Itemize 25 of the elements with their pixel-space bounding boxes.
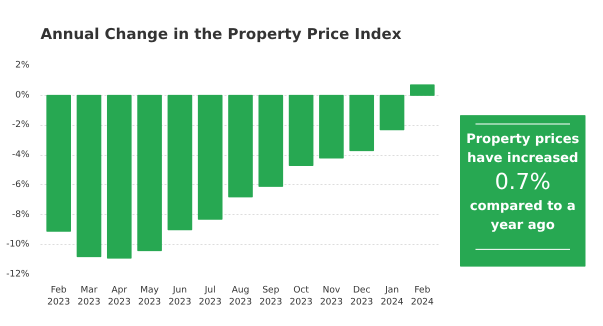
x-tick-label: May 2023 <box>138 286 162 308</box>
y-tick-label: -10% <box>6 240 30 250</box>
x-tick-label: Jan 2024 <box>380 286 404 308</box>
x-tick-label: Mar 2023 <box>78 286 100 308</box>
x-tick-label: Nov 2023 <box>320 286 343 308</box>
y-tick-label: 2% <box>15 60 30 70</box>
y-tick-label: -4% <box>12 150 30 160</box>
x-tick-label: Oct 2023 <box>290 286 313 308</box>
x-tick-label: Dec 2023 <box>350 286 374 308</box>
chart-title: Annual Change in the Property Price Index <box>40 25 402 43</box>
x-tick-label: Feb 2023 <box>47 286 70 308</box>
y-tick-label: -12% <box>6 270 30 280</box>
x-tick-label: Jun 2023 <box>168 286 192 308</box>
text: 0.7% <box>494 170 551 196</box>
text: compared to a year ago <box>470 199 576 233</box>
y-tick-label: -6% <box>12 180 30 190</box>
x-tick-label: Jul 2023 <box>198 286 222 308</box>
y-tick-label: -8% <box>12 210 30 220</box>
x-tick-label: Sep 2023 <box>259 286 282 308</box>
x-tick-label: Aug 2023 <box>229 286 252 308</box>
x-tick-label: Feb 2024 <box>410 286 434 308</box>
text: Property prices have increased <box>466 132 580 166</box>
x-tick-label: Apr 2023 <box>108 286 131 308</box>
y-tick-label: -2% <box>12 120 30 130</box>
y-tick-label: 0% <box>15 90 30 100</box>
